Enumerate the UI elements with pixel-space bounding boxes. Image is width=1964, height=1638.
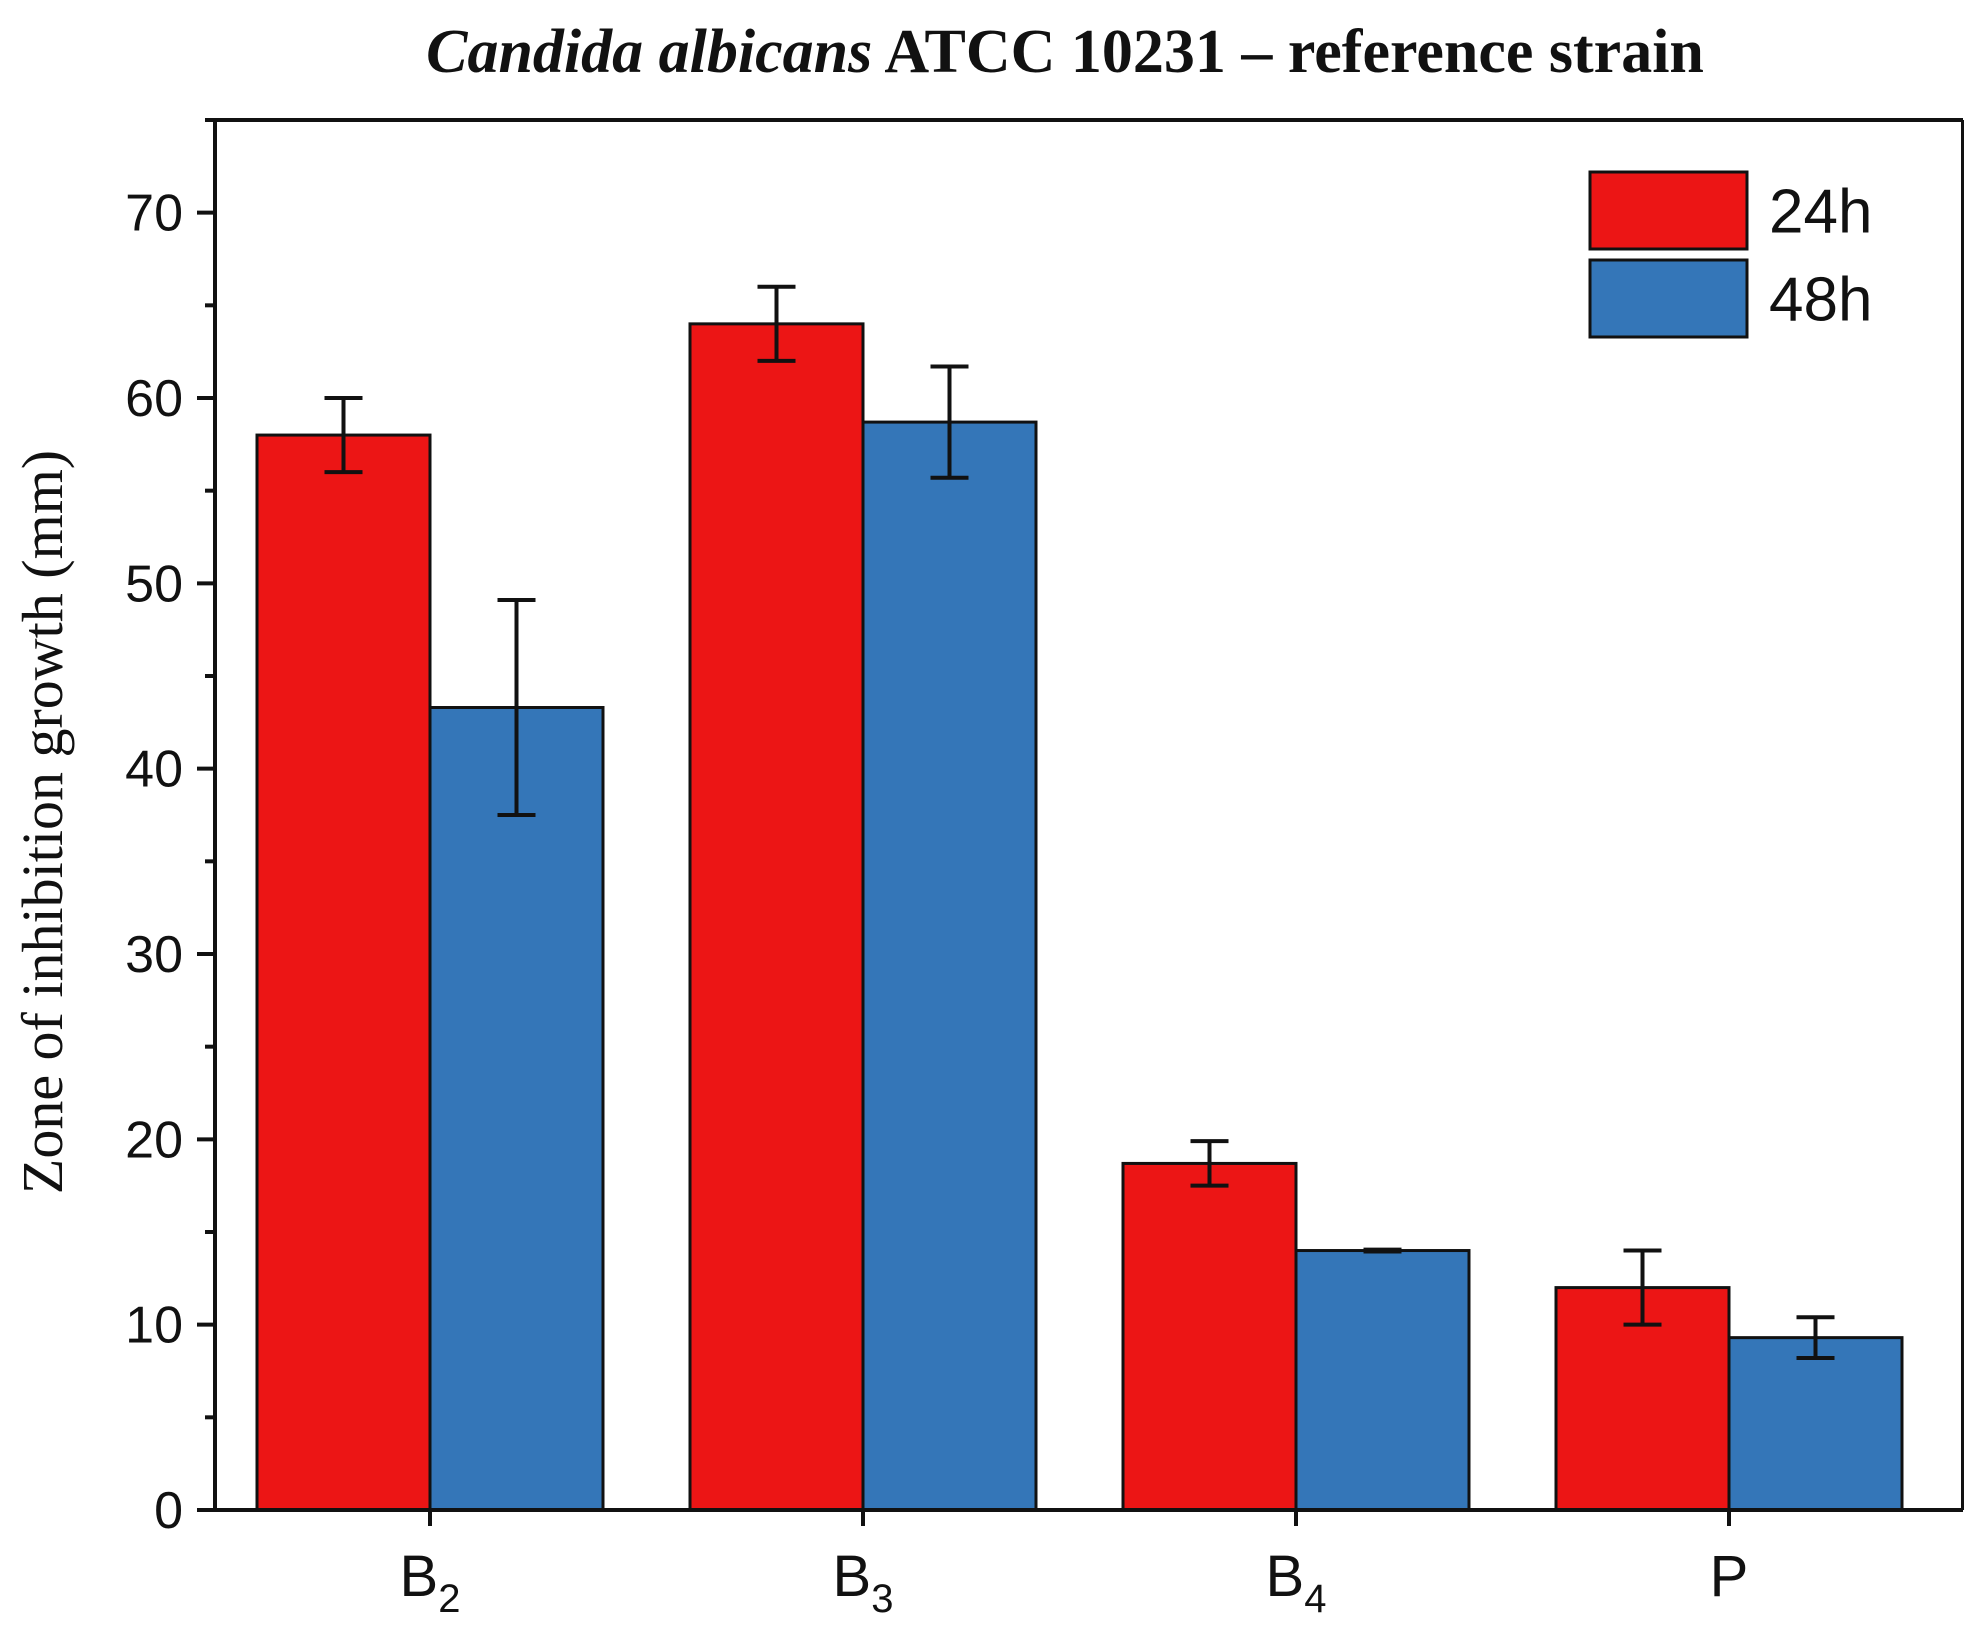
- bar-24h-b2: [255, 433, 432, 1512]
- chart-title-rest: ATCC 10231 – reference strain: [872, 18, 1704, 86]
- legend-label-48h: 48h: [1769, 266, 1872, 335]
- x-tick-label-b4: B4: [1266, 1544, 1327, 1621]
- y-tick-label-50: 50: [125, 555, 183, 613]
- x-tick-label-base: B: [833, 1544, 872, 1609]
- x-tick-label-b2: B2: [400, 1544, 461, 1621]
- bar-48h-b2: [428, 706, 605, 1512]
- bar-24h-b4: [1121, 1161, 1298, 1512]
- x-tick-label-subscript: 2: [438, 1577, 460, 1621]
- legend-label-24h: 24h: [1769, 178, 1872, 247]
- legend-swatch-24h: [1588, 170, 1749, 251]
- bar-48h-b3: [861, 420, 1038, 1512]
- x-tick-label-subscript: 3: [871, 1577, 893, 1621]
- chart-title: Candida albicans ATCC 10231 – reference …: [426, 18, 1704, 86]
- y-axis-label: Zone of inhibition growth (mm): [10, 450, 75, 1194]
- y-tick-label-30: 30: [125, 926, 183, 984]
- x-tick-label-p: P: [1710, 1544, 1749, 1609]
- bar-24h-b3: [688, 322, 865, 1512]
- y-tick-label-40: 40: [125, 741, 183, 799]
- x-tick-label-base: B: [1266, 1544, 1305, 1609]
- y-tick-label-10: 10: [125, 1297, 183, 1355]
- chart-title-italic: Candida albicans: [426, 18, 872, 86]
- bar-48h-b4: [1294, 1249, 1471, 1512]
- x-tick-label-base: B: [400, 1544, 439, 1609]
- y-tick-label-70: 70: [125, 185, 183, 243]
- bar-48h-p: [1727, 1336, 1904, 1512]
- y-tick-label-20: 20: [125, 1111, 183, 1169]
- y-tick-label-0: 0: [154, 1482, 183, 1540]
- legend-swatch-48h: [1588, 258, 1749, 339]
- x-tick-label-b3: B3: [833, 1544, 894, 1621]
- y-tick-label-60: 60: [125, 370, 183, 428]
- x-tick-label-subscript: 4: [1304, 1577, 1326, 1621]
- x-tick-label-base: P: [1710, 1544, 1749, 1609]
